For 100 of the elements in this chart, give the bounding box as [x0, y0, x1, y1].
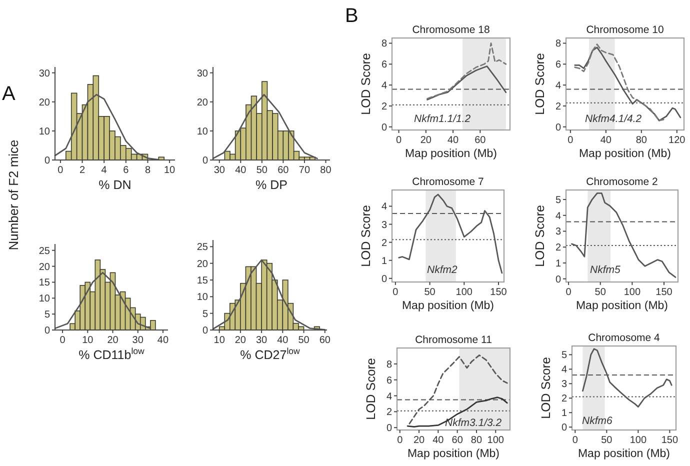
x-tick-label: 100 [630, 435, 647, 446]
y-tick-label: 3 [381, 220, 388, 231]
y-tick-label: 0 [555, 122, 562, 134]
y-tick-label: 0 [561, 422, 568, 434]
x-tick-label: 40 [600, 135, 612, 146]
y-axis-title: LOD Score [533, 53, 547, 115]
annotation: Nkfm3.1/3.2 [445, 417, 502, 429]
x-tick-label: 60 [452, 435, 464, 446]
x-tick-label: 40 [157, 335, 169, 346]
y-tick-label: 5 [202, 308, 208, 320]
y-axis-title: LOD Score [539, 357, 553, 419]
x-axis-title: Map position (Mb) [576, 300, 668, 312]
x-tick-label: 50 [424, 287, 436, 298]
y-tick-label: 4 [561, 364, 568, 376]
y-tick-label: 0 [202, 326, 208, 336]
y-tick-label: 4 [386, 391, 392, 402]
y-tick-label: 3 [555, 226, 562, 238]
x-axis-title: Map position (Mb) [404, 148, 498, 160]
x-tick-label: 40 [235, 165, 247, 176]
x-tick-label: 80 [636, 135, 648, 146]
y-axis-title: LOD Score [364, 358, 378, 420]
y-tick-label: 0 [386, 423, 392, 434]
x-tick-label: 100 [624, 287, 641, 298]
y-tick-label: 25 [196, 242, 208, 254]
x-tick-label: 30 [214, 165, 226, 176]
y-tick-label: 30 [196, 68, 208, 80]
y-tick-label: 2 [555, 101, 562, 112]
chart-title: Chromosome 18 [412, 24, 490, 36]
y-tick-label: 20 [38, 262, 50, 273]
y-tick-label: 2 [381, 101, 388, 112]
text: A [2, 83, 16, 105]
x-axis-title: Map position (Mb) [402, 300, 494, 312]
y-tick-label: 5 [561, 350, 568, 362]
x-tick-label: 0 [397, 435, 404, 446]
y-tick-label: 25 [38, 246, 50, 257]
line-series [212, 94, 318, 160]
x-tick-label: 70 [298, 165, 310, 176]
x-tick-label: 50 [298, 335, 310, 346]
y-tick-label: 5 [555, 195, 562, 206]
x-axis-title: Map position (Mb) [407, 448, 500, 460]
y-tick-label: 20 [38, 97, 50, 108]
y-axis-title: LOD Score [533, 205, 547, 267]
x-tick-label: 2 [79, 165, 86, 176]
x-tick-label: 50 [594, 287, 606, 298]
y-tick-label: 2 [561, 394, 568, 405]
x-tick-label: 80 [320, 165, 332, 176]
y-tick-label: 3 [561, 379, 568, 390]
annotation: Nkfm4.1/4.2 [585, 113, 642, 125]
annotation: Nkfm5 [590, 264, 620, 276]
chart-title: Chromosome 2 [586, 176, 658, 188]
x-tick-label: 40 [432, 435, 444, 446]
x-axis-title: % DP [256, 178, 288, 192]
x-tick-label: 20 [413, 435, 426, 446]
x-tick-label: 4 [101, 165, 108, 176]
y-tick-label: 4 [555, 80, 562, 92]
y-tick-label: 8 [386, 359, 392, 370]
x-tick-label: 0 [396, 135, 402, 146]
y-tick-label: 1 [555, 258, 562, 270]
y-tick-label: 30 [38, 68, 50, 80]
x-tick-label: 20 [234, 335, 246, 346]
x-tick-label: 20 [107, 335, 119, 346]
y-tick-label: 0 [44, 156, 50, 166]
x-tick-label: 120 [668, 135, 686, 146]
x-tick-label: 80 [470, 435, 482, 446]
x-tick-label: 60 [474, 135, 486, 146]
y-tick-label: 2 [555, 242, 562, 254]
y-tick-label: 0 [381, 122, 388, 134]
y-tick-label: 8 [555, 38, 562, 50]
x-tick-label: 0 [60, 335, 66, 346]
x-tick-label: 30 [256, 335, 268, 346]
x-tick-label: 150 [656, 287, 673, 298]
y-tick-label: 2 [381, 238, 388, 249]
line-series [574, 44, 664, 122]
annotation: Nkfm1.1/1.2 [414, 113, 471, 125]
x-tick-label: 6 [123, 165, 130, 176]
y-tick-label: 2 [386, 407, 392, 418]
x-tick-label: 150 [661, 435, 678, 446]
y-tick-label: 6 [555, 60, 562, 71]
x-axis-title: Map position (Mb) [578, 148, 672, 160]
chart-title: Chromosome 10 [586, 24, 664, 36]
x-axis-title: % CD27$^{low}$ [240, 346, 301, 362]
x-tick-label: 40 [277, 335, 289, 346]
y-axis-title: LOD Score [359, 53, 373, 115]
x-tick-label: 10 [214, 335, 226, 346]
line-series [406, 396, 508, 428]
x-tick-label: 0 [572, 435, 578, 446]
y-tick-label: 1 [561, 408, 568, 420]
y-tick-label: 20 [196, 97, 208, 108]
x-tick-label: 100 [456, 287, 473, 298]
y-tick-label: 15 [38, 278, 50, 289]
x-tick-label: 60 [319, 335, 331, 346]
x-tick-label: 150 [490, 287, 508, 298]
x-tick-label: 20 [420, 135, 432, 146]
chart-title: Chromosome 7 [412, 176, 484, 188]
y-tick-label: 5 [44, 310, 50, 321]
chart-title: Chromosome 11 [415, 334, 492, 346]
x-tick-label: 50 [256, 165, 268, 176]
x-axis-title: Map position (Mb) [578, 448, 670, 460]
y-axis-title: Number of F2 mice [6, 140, 21, 250]
y-tick-label: 15 [196, 276, 208, 286]
